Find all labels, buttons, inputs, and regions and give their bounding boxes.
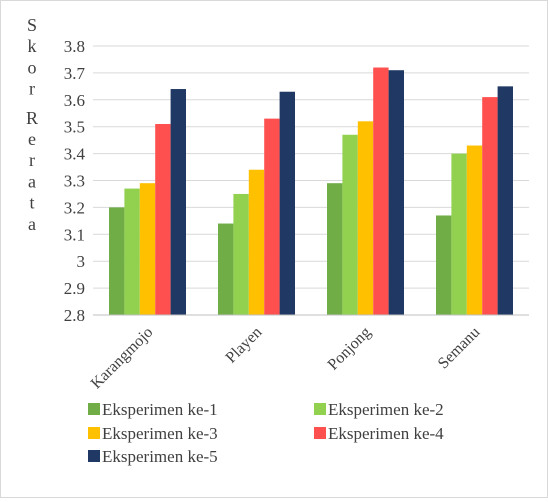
bar <box>388 70 404 316</box>
y-tick-label: 3.2 <box>64 198 85 217</box>
y-tick-label: 3.7 <box>64 64 86 83</box>
x-axis-ticks: Karangmojo Playen Ponjong Semanu <box>88 324 484 393</box>
x-tick-label: Ponjong <box>325 324 375 374</box>
bar <box>327 183 343 315</box>
y-tick-label: 3.1 <box>64 225 85 244</box>
bar <box>170 89 186 315</box>
y-tick-label: 2.9 <box>64 279 85 298</box>
x-tick-label: Semanu <box>435 324 483 372</box>
legend-label: Eksperimen ke-3 <box>102 424 218 443</box>
bar <box>279 91 295 315</box>
bar <box>451 153 467 315</box>
y-tick-label: 3 <box>77 252 86 271</box>
legend-swatch <box>88 427 100 439</box>
legend-label: Eksperimen ke-1 <box>102 400 218 419</box>
legend-label: Eksperimen ke-2 <box>328 400 444 419</box>
legend-swatch <box>88 403 100 415</box>
bars <box>109 67 513 316</box>
y-tick-label: 3.8 <box>64 37 85 56</box>
bar <box>357 121 374 315</box>
bar <box>497 86 513 315</box>
legend-swatch <box>88 450 100 462</box>
legend: Eksperimen ke-1 Eksperimen ke-2 Eksperimen… <box>88 400 444 466</box>
legend-label: Eksperimen ke-5 <box>102 447 218 466</box>
bar <box>373 67 389 316</box>
y-tick-label: 3.4 <box>64 145 86 164</box>
bar <box>218 223 234 315</box>
y-tick-label: 3.6 <box>64 91 85 110</box>
x-tick-label: Playen <box>223 324 266 367</box>
y-tick-label: 3.5 <box>64 118 85 137</box>
x-tick-label: Karangmojo <box>88 324 157 393</box>
bar <box>124 188 140 315</box>
legend-swatch <box>314 427 326 439</box>
bar <box>109 207 125 315</box>
y-tick-label: 3.3 <box>64 172 85 191</box>
bar <box>233 193 249 315</box>
y-tick-label: 2.8 <box>64 306 85 325</box>
legend-label: Eksperimen ke-4 <box>328 424 444 443</box>
bar <box>155 124 171 315</box>
bar <box>139 183 156 315</box>
bar <box>264 118 280 315</box>
bar <box>482 97 498 315</box>
legend-swatch <box>314 403 326 415</box>
bar <box>436 215 452 315</box>
bar <box>466 145 483 315</box>
y-axis-ticks: 2.8 2.9 3 3.1 3.2 3.3 3.4 3.5 3.6 3.7 3.8 <box>64 37 86 325</box>
bar <box>248 169 265 315</box>
bar <box>342 134 358 315</box>
